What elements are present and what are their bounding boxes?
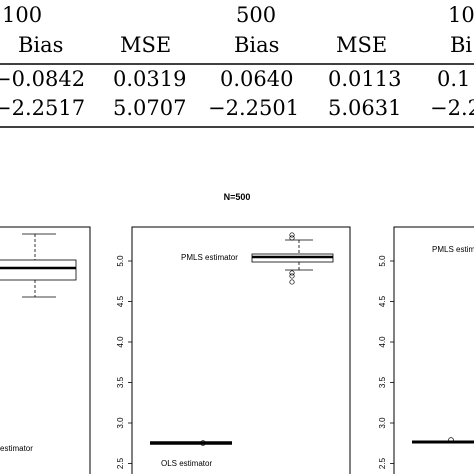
panel-center-tick-label: 5.0: [116, 255, 125, 267]
panel-right-ols-outlier: [448, 437, 454, 443]
panel-center-tick-label: 4.0: [116, 336, 125, 348]
results-table: 100 500 10 Bias MSE Bias MSE Bi −0.0842 …: [0, 3, 474, 128]
cell-r1-c2: 0.0319: [113, 67, 186, 91]
boxplot-panel-right: 2.5 3.0 3.5 4.0 4.5 5.0 PMLS estimator: [378, 226, 474, 474]
panel-right-tick-label: 3.0: [378, 417, 387, 429]
panel-right-tick-label: 4.5: [378, 295, 387, 307]
sample-size-1000: 10: [448, 3, 474, 27]
panel-center-tick-label: 4.5: [116, 295, 125, 307]
panel-center-frame: [131, 226, 351, 474]
pmls-outlier: [289, 235, 295, 241]
cell-r2-c4: 5.0631: [328, 96, 401, 120]
col-header-bias-500: Bias: [234, 33, 279, 57]
panel-center-tick-label: 3.5: [116, 376, 125, 388]
boxplot-panel-left: estimator: [0, 226, 91, 474]
panel-right-frame: [393, 226, 474, 474]
cell-r1-c5: 0.1: [437, 67, 470, 91]
panel-right-tick-label: 3.5: [378, 376, 387, 388]
col-header-bias-1000: Bi: [450, 33, 472, 57]
panel-right-pmls-label: PMLS estimator: [432, 245, 474, 254]
panel-left-box: [0, 259, 77, 281]
pmls-outlier: [289, 273, 295, 279]
boxplot-panel-center: 2.5 3.0 3.5 4.0 4.5 5.0 PMLS estimator OLS es…: [116, 226, 351, 474]
col-header-mse-100: MSE: [120, 33, 171, 57]
sample-size-100: 100: [2, 3, 42, 27]
pmls-outlier: [289, 279, 295, 285]
ols-estimator-label: OLS estimator: [161, 459, 212, 468]
pmls-estimator-label: PMLS estimator: [181, 253, 238, 262]
sample-size-500: 500: [236, 3, 276, 27]
cell-r2-c1: −2.2517: [0, 96, 85, 120]
ols-outlier: [200, 440, 206, 446]
panel-right-tick-label: 2.5: [378, 457, 387, 469]
panel-right-tick-label: 4.0: [378, 336, 387, 348]
cell-r1-c1: −0.0842: [0, 67, 85, 91]
panel-right-y-ticks: 2.5 3.0 3.5 4.0 4.5 5.0: [378, 255, 394, 469]
panel-left-label: estimator: [0, 444, 33, 453]
pmls-outlier: [289, 232, 295, 238]
figure-title: N=500: [224, 192, 251, 202]
col-header-mse-500: MSE: [336, 33, 387, 57]
panel-left-frame: [0, 226, 91, 474]
cell-r1-c3: 0.0640: [220, 67, 293, 91]
cell-r1-c4: 0.0113: [328, 67, 401, 91]
panel-center-y-ticks: 2.5 3.0 3.5 4.0 4.5 5.0: [116, 255, 132, 469]
panel-right-tick-label: 5.0: [378, 255, 387, 267]
panel-center-tick-label: 3.0: [116, 417, 125, 429]
pmls-outlier: [289, 270, 295, 276]
panel-center-tick-label: 2.5: [116, 457, 125, 469]
cell-r2-c5: −2.2: [430, 96, 474, 120]
cell-r2-c2: 5.0707: [113, 96, 186, 120]
col-header-bias-100: Bias: [18, 33, 63, 57]
cell-r2-c3: −2.2501: [208, 96, 299, 120]
